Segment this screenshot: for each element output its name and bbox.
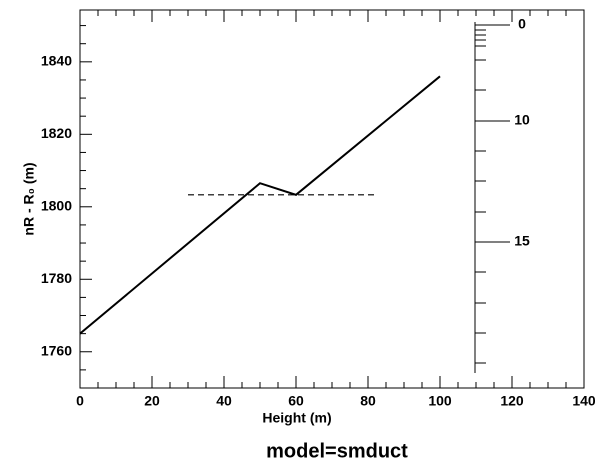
x-tick-label: 100 (428, 393, 452, 409)
x-tick-label: 0 (76, 393, 84, 409)
y-tick-label: 1800 (41, 197, 72, 213)
plot-frame (79, 9, 585, 389)
x-axis-label: Height (m) (262, 410, 331, 426)
x-tick-label: 140 (572, 393, 595, 409)
x-tick-label: 80 (360, 393, 376, 409)
inset-tick-label: 10 (514, 112, 530, 128)
x-tick-label: 60 (288, 393, 304, 409)
x-tick-label: 40 (216, 393, 232, 409)
y-tick-label: 1760 (41, 342, 72, 358)
y-tick-label: 1840 (41, 53, 72, 69)
y-tick-label: 1820 (41, 125, 72, 141)
x-tick-label: 20 (144, 393, 160, 409)
chart-title: model=smduct (266, 440, 408, 462)
y-tick-label: 1780 (41, 270, 72, 286)
inset-tick-label: 0 (518, 16, 526, 32)
y-axis-label: nR - R₀ (m) (21, 162, 37, 235)
x-tick-label: 120 (500, 393, 524, 409)
line-series (79, 75, 441, 335)
inset-tick-label: 15 (514, 233, 530, 249)
